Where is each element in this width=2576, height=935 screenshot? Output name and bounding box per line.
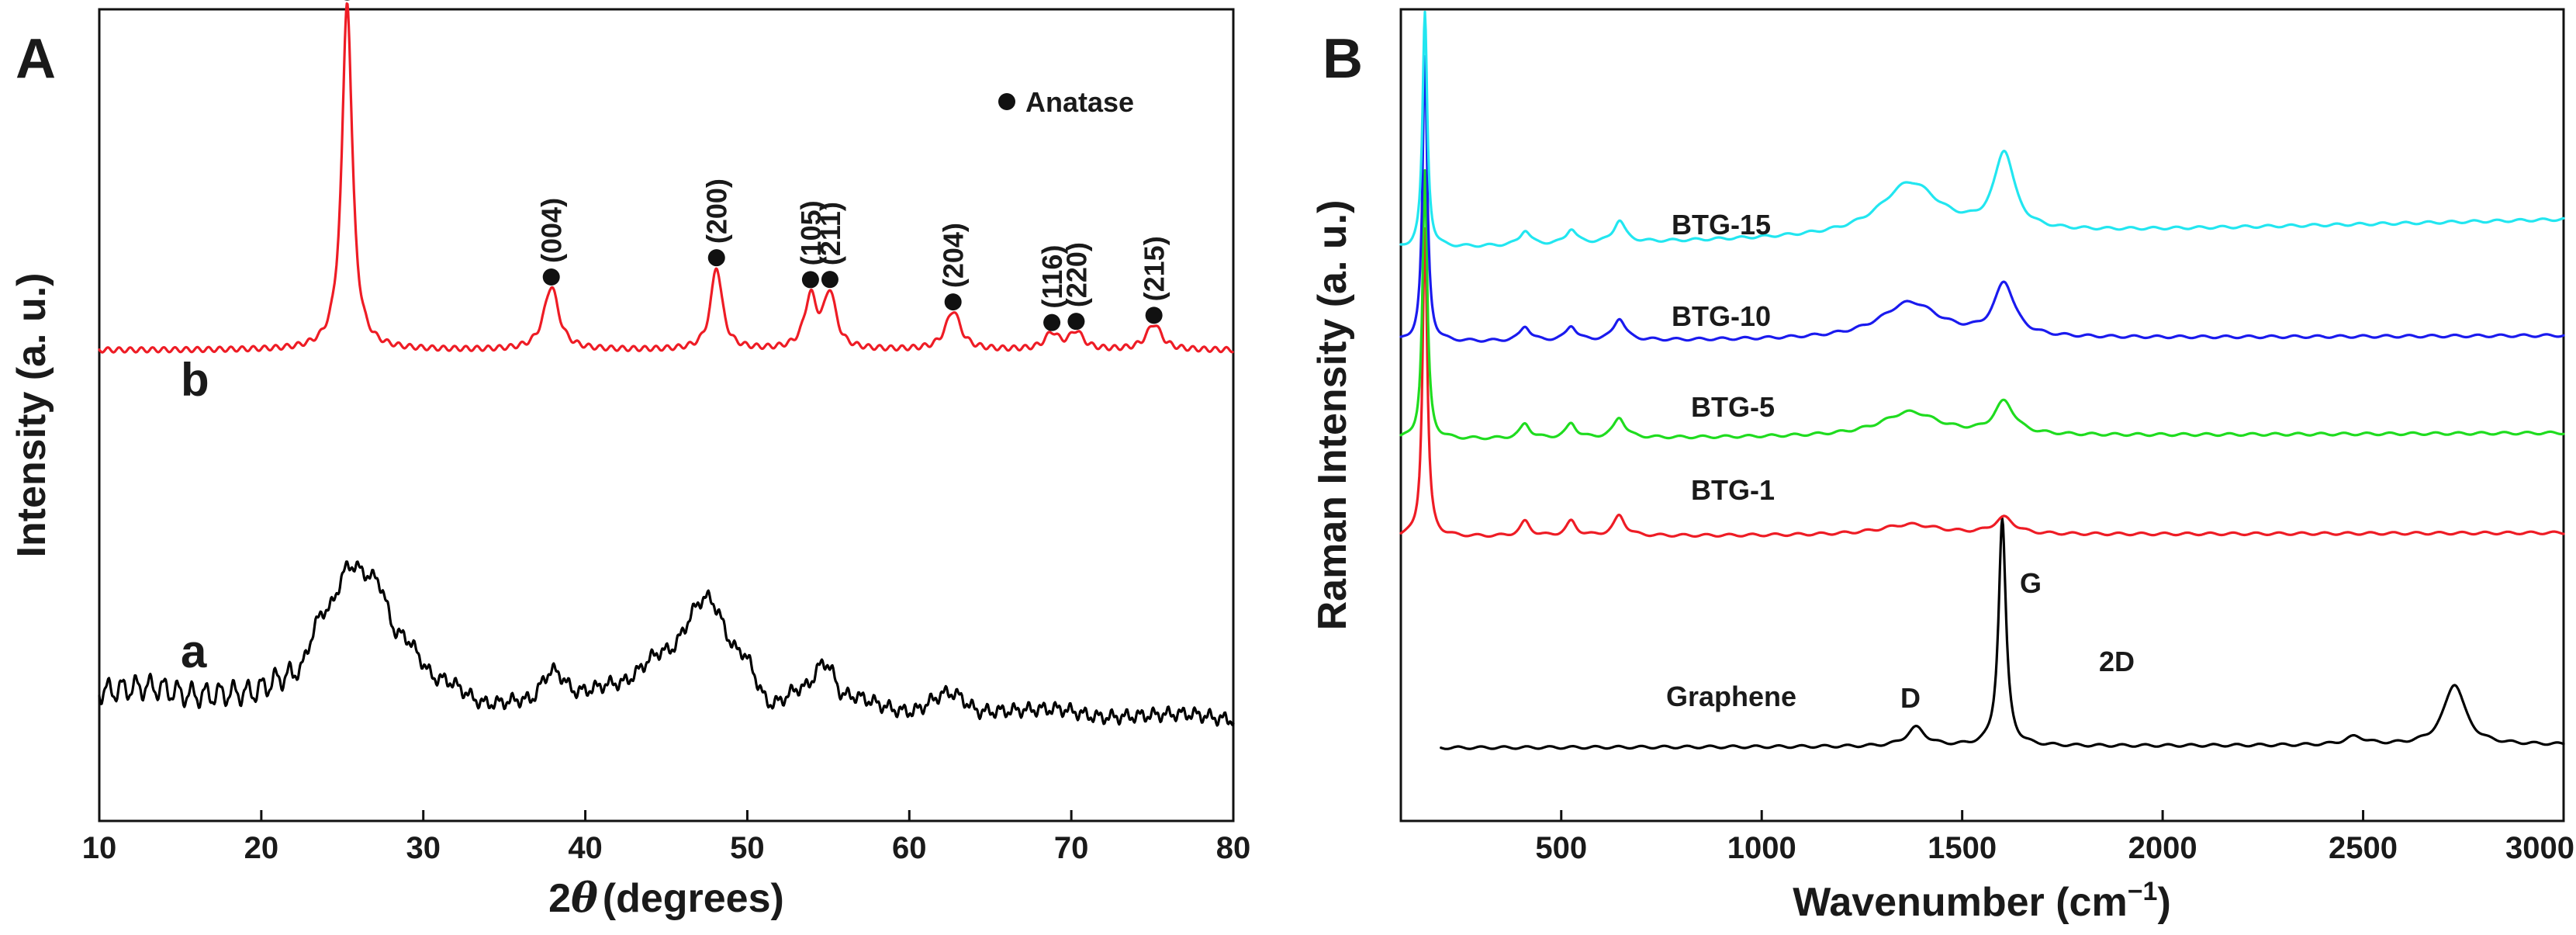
peak-label-204: (204) <box>938 223 970 288</box>
xtick-label-500: 500 <box>1535 831 1587 865</box>
xtick-label-2000: 2000 <box>2128 831 2197 865</box>
xtick-label-1500: 1500 <box>1928 831 1997 865</box>
panel-a-traces <box>98 2 1235 727</box>
peak-label-116: (116) <box>1036 245 1068 309</box>
panel-a-frame <box>98 8 1235 822</box>
sample-label-a: a <box>181 625 207 677</box>
peak-marker-105 <box>801 271 819 289</box>
trace-b <box>98 2 1234 354</box>
trace-graphene <box>1440 517 2565 750</box>
panel-b-xticks: 500 1000 1500 2000 2500 3000 <box>1535 810 2574 865</box>
panel-a-letter: A <box>16 28 56 90</box>
sample-label-b: b <box>181 354 209 406</box>
xtick-label-1000: 1000 <box>1727 831 1796 865</box>
peak-label-220: (220) <box>1060 242 1092 307</box>
peak-marker-215 <box>1145 306 1163 324</box>
series-label-graphene: Graphene <box>1666 680 1796 712</box>
panel-b-ylabel: Raman Intensity (a. u.) <box>1310 200 1355 631</box>
trace-btg-1 <box>1399 227 2565 538</box>
band-label-2d: 2D <box>2099 646 2135 677</box>
series-label-btg-10: BTG-10 <box>1672 300 1771 332</box>
peak-label-211: (211) <box>814 202 846 265</box>
panel-b-traces <box>1399 10 2565 750</box>
panel-b-letter: B <box>1323 28 1363 90</box>
xtick-label-60: 60 <box>892 831 927 865</box>
peak-label-105: (105) <box>795 200 827 265</box>
xtick-label-10: 10 <box>82 831 117 865</box>
series-label-btg-1: BTG-1 <box>1691 474 1775 506</box>
band-label-d: D <box>1900 682 1921 714</box>
panel-a-peak-markers: (101)(004)(200)(105)(211)(204)(116)(220)… <box>344 0 1170 331</box>
peak-label-200: (200) <box>701 178 733 244</box>
panel-b-xlabel: Wavenumber (cm−1) <box>1793 877 2171 925</box>
panel-a-legend: Anatase <box>998 86 1134 118</box>
xtick-label-30: 30 <box>406 831 441 865</box>
peak-marker-211 <box>821 271 838 289</box>
peak-label-215: (215) <box>1139 236 1170 301</box>
xtick-label-20: 20 <box>244 831 279 865</box>
panel-b: B 500 1000 1500 2000 2500 3000 Graphene BTG-1 B… <box>1310 8 2574 925</box>
peak-marker-220 <box>1067 313 1085 331</box>
series-label-btg-15: BTG-15 <box>1672 209 1771 241</box>
peak-marker-004 <box>542 268 560 286</box>
legend-label-anatase: Anatase <box>1025 86 1134 118</box>
legend-marker-anatase <box>998 93 1015 110</box>
xtick-label-80: 80 <box>1216 831 1251 865</box>
trace-btg-10 <box>1399 54 2565 343</box>
panel-b-frame <box>1399 8 2565 822</box>
peak-marker-204 <box>944 293 962 311</box>
trace-a <box>98 560 1235 727</box>
xtick-label-3000: 3000 <box>2505 831 2574 865</box>
panel-a-xlabel: 2θ (degrees) <box>548 874 784 922</box>
panel-a-ylabel: Intensity (a. u.) <box>9 273 54 558</box>
trace-btg-5 <box>1399 169 2565 441</box>
peak-marker-101 <box>344 0 351 1</box>
xtick-label-40: 40 <box>568 831 603 865</box>
band-label-g: G <box>2020 567 2042 599</box>
peak-marker-200 <box>707 249 725 267</box>
xtick-label-2500: 2500 <box>2329 831 2398 865</box>
panel-a-xticks: 10 20 30 40 50 60 70 80 <box>82 810 1251 865</box>
peak-marker-116 <box>1043 313 1061 331</box>
xtick-label-50: 50 <box>730 831 765 865</box>
peak-label-004: (004) <box>536 198 568 263</box>
panel-b-labels: Graphene BTG-1 BTG-5 BTG-10 BTG-15 D G 2D <box>1666 209 2135 714</box>
trace-btg-15 <box>1399 10 2565 248</box>
series-label-btg-5: BTG-5 <box>1691 391 1775 423</box>
xtick-label-70: 70 <box>1054 831 1089 865</box>
